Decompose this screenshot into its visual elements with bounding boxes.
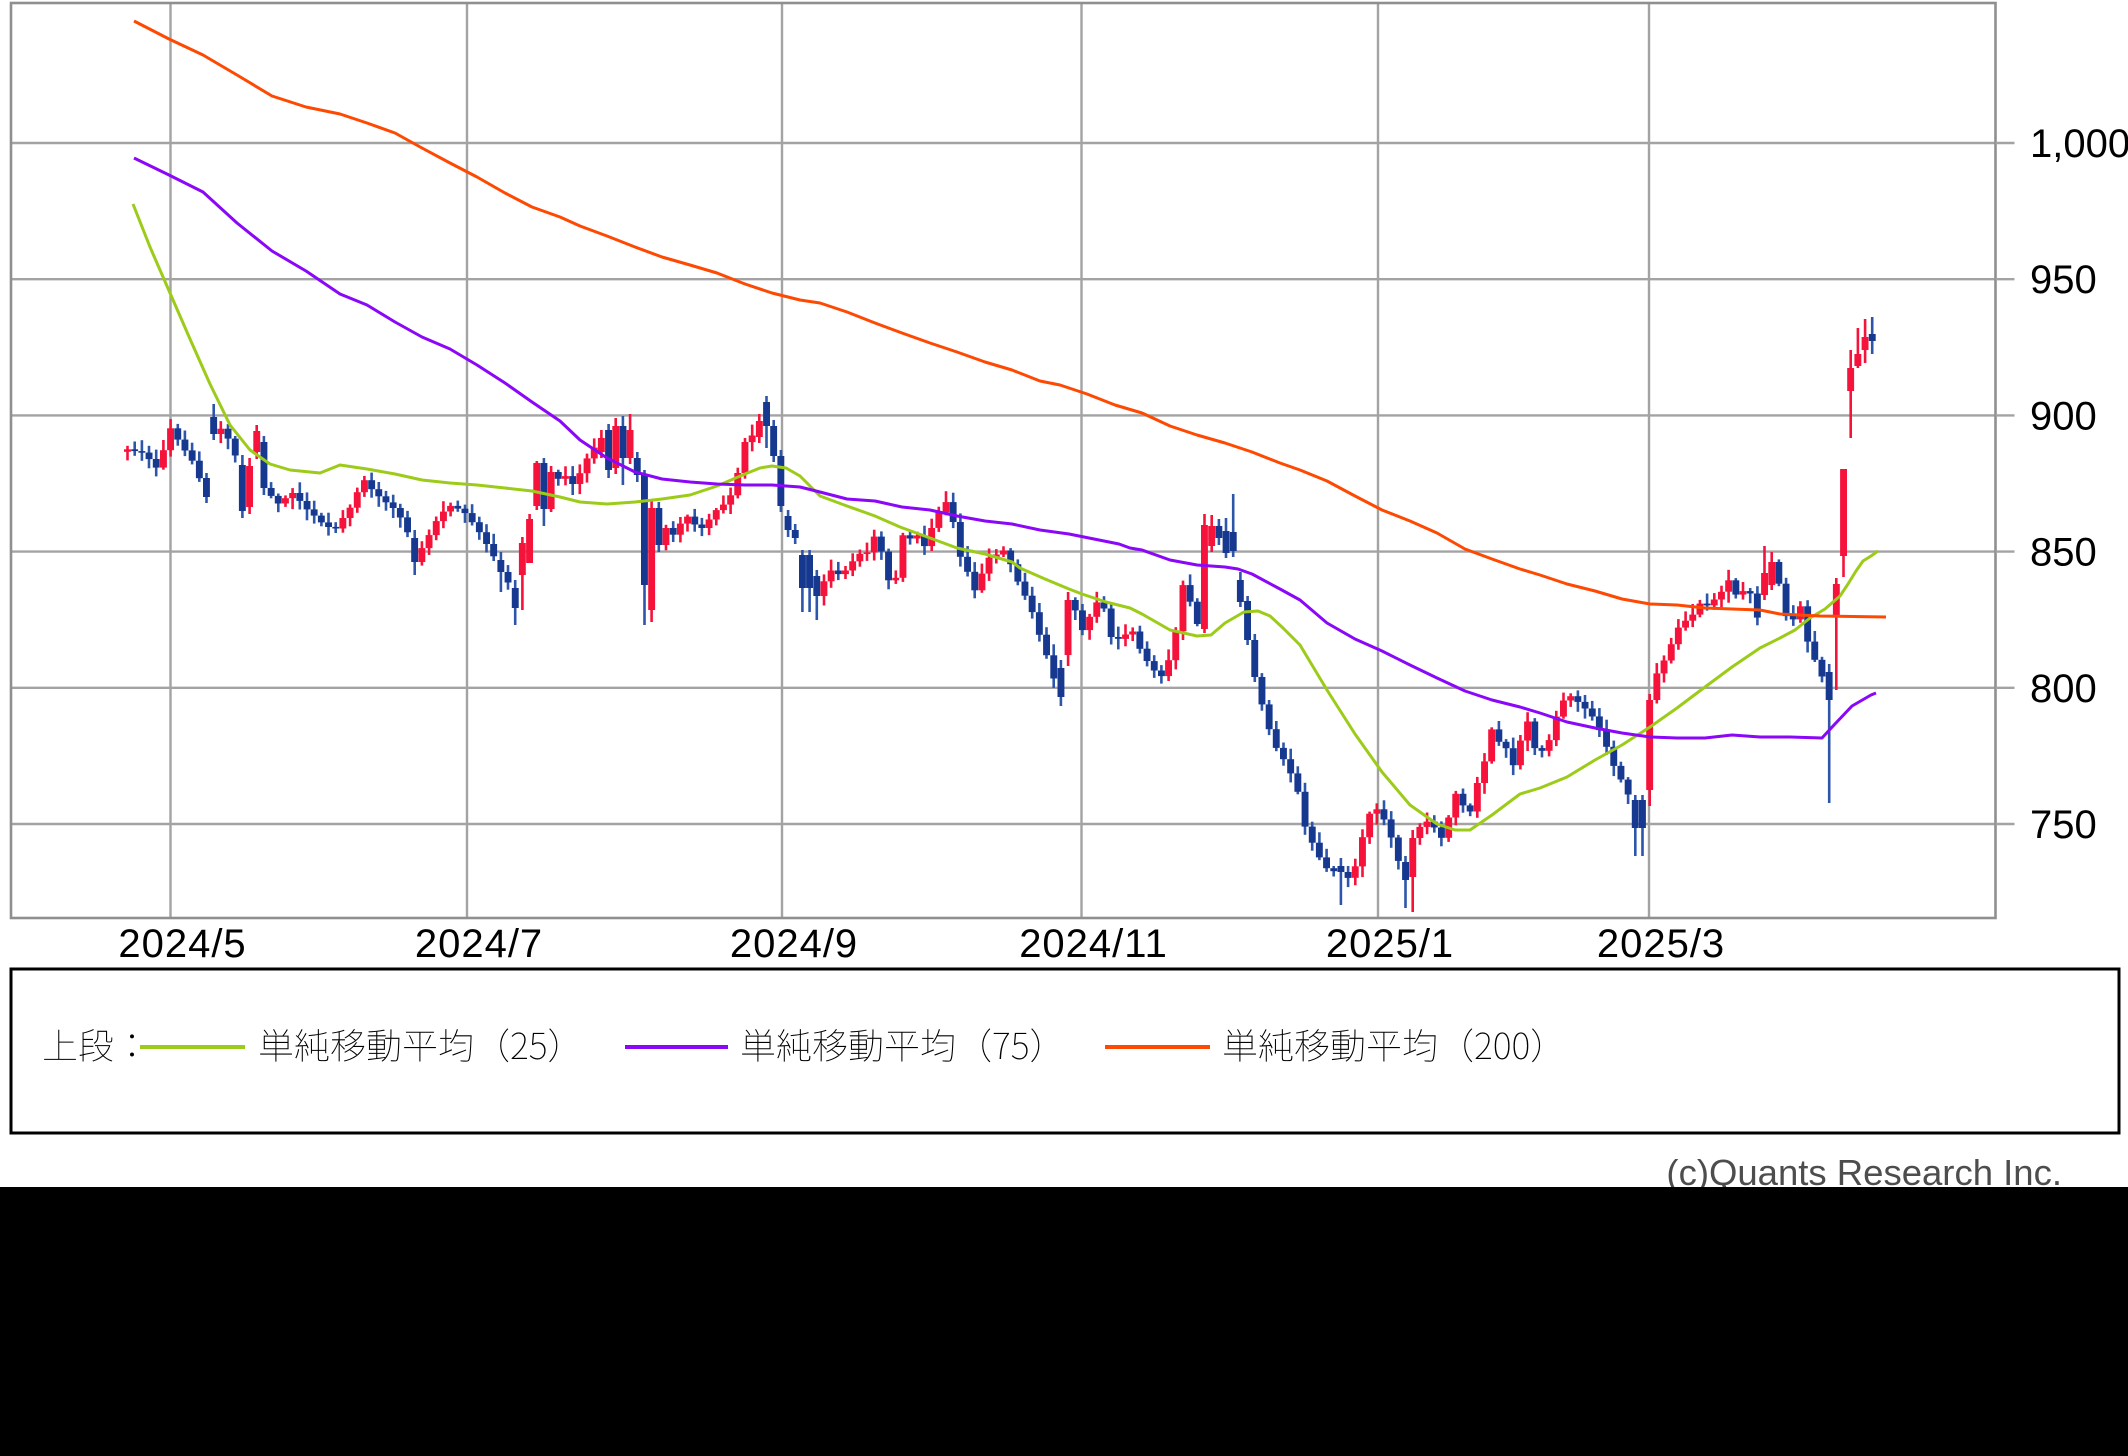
svg-text:750: 750	[2030, 803, 2097, 847]
svg-text:850: 850	[2030, 531, 2097, 575]
svg-text:2025/3: 2025/3	[1597, 922, 1725, 966]
svg-text:2024/11: 2024/11	[1019, 922, 1168, 966]
svg-text:2025/1: 2025/1	[1326, 922, 1454, 966]
svg-text:(c)Quants Research Inc.: (c)Quants Research Inc.	[1666, 1152, 2062, 1193]
svg-text:2024/9: 2024/9	[730, 922, 858, 966]
svg-text:2024/5: 2024/5	[118, 922, 246, 966]
svg-text:900: 900	[2030, 394, 2097, 438]
svg-text:2024/7: 2024/7	[415, 922, 543, 966]
svg-text:1,000: 1,000	[2030, 122, 2128, 166]
svg-text:950: 950	[2030, 258, 2097, 302]
svg-text:800: 800	[2030, 667, 2097, 711]
